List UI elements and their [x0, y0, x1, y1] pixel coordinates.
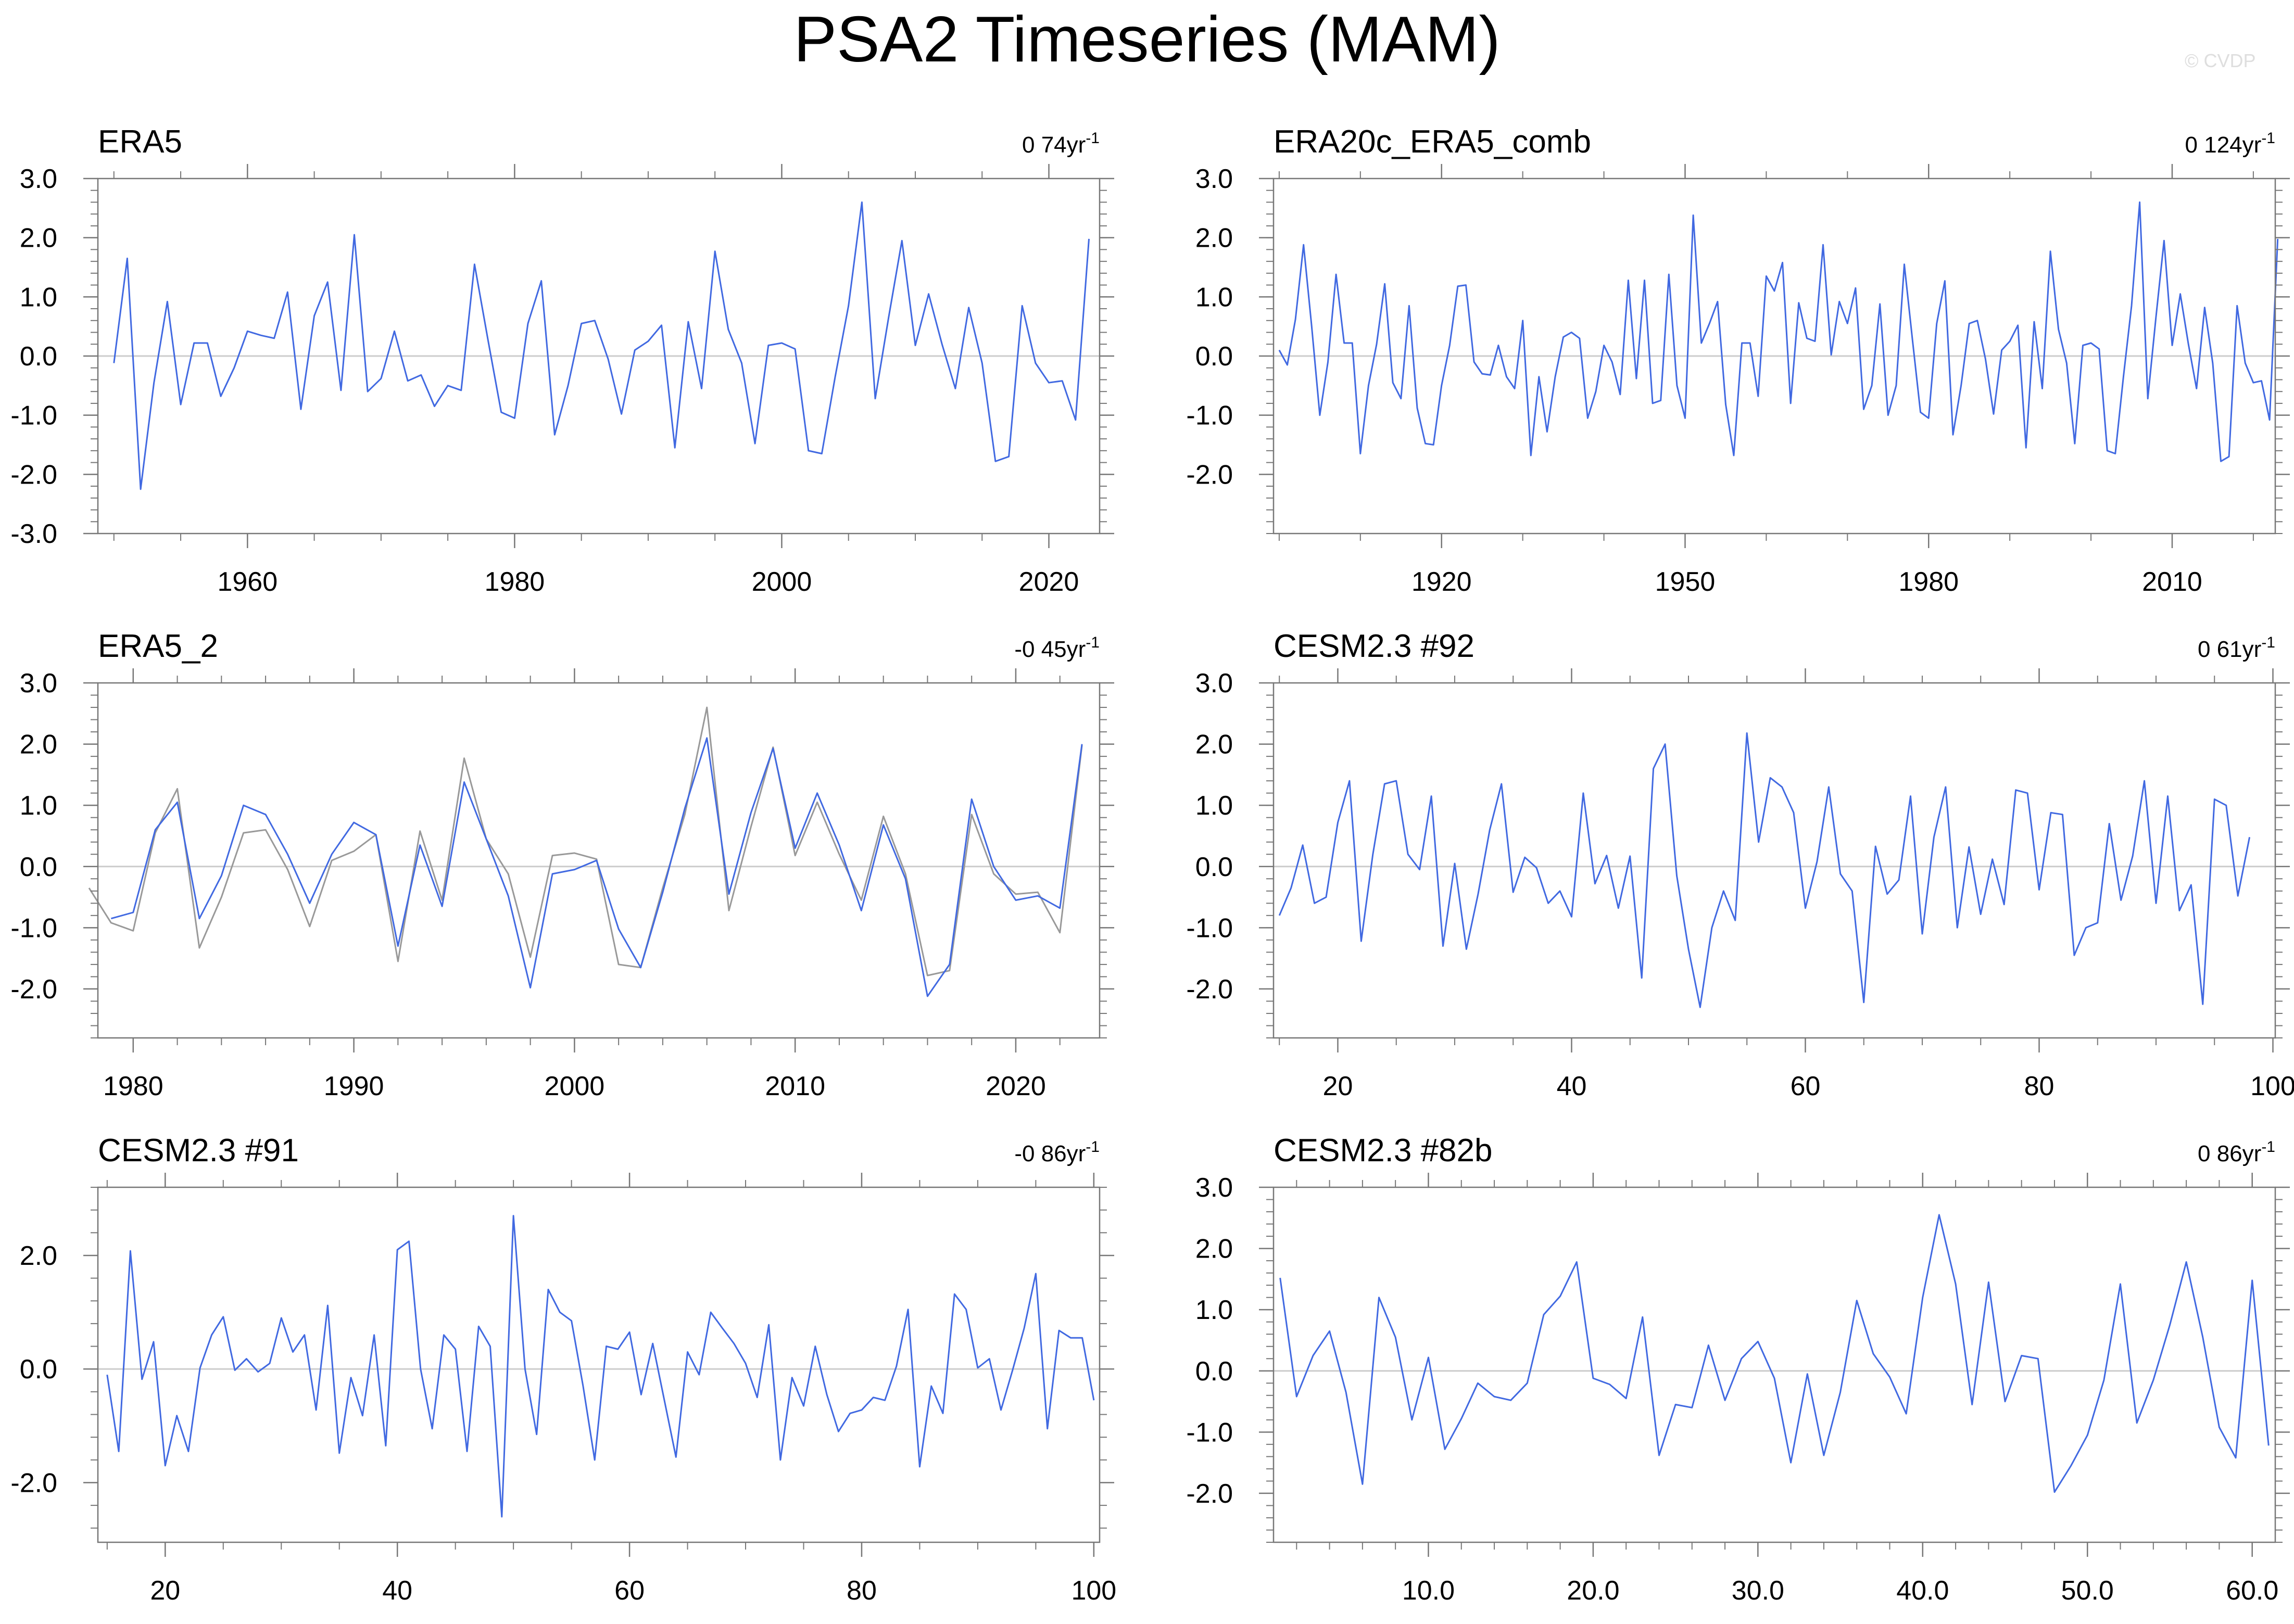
y-tick-label: -2.0: [1186, 974, 1233, 1005]
x-tick-label: 1960: [217, 567, 278, 597]
chart-panel: ERA20c_ERA5_comb 0 124yr-1 1920 1950 1980 201…: [1186, 124, 2290, 597]
x-tick-label: 50.0: [2061, 1576, 2114, 1606]
y-tick-label: -1.0: [10, 401, 57, 431]
panel-title: CESM2.3 #82b: [1274, 1133, 1492, 1169]
y-tick-label: -1.0: [1186, 401, 1233, 431]
plot-frame: [97, 682, 1101, 1039]
y-tick-label: -2.0: [1186, 1479, 1233, 1509]
y-tick-label: -2.0: [10, 1468, 57, 1498]
watermark-logo: © CVDP: [2185, 50, 2256, 71]
x-tick-label: 2000: [752, 567, 812, 597]
y-tick-label: 1.0: [1195, 282, 1233, 312]
x-tick-label: 20: [1323, 1071, 1353, 1101]
y-tick-label: 0.0: [20, 1354, 57, 1385]
y-tick-label: 2.0: [1195, 223, 1233, 253]
y-tick-label: -2.0: [10, 974, 57, 1005]
y-tick-label: 3.0: [1195, 164, 1233, 194]
plot-frame: [97, 1186, 1101, 1543]
y-tick-label: 1.0: [20, 282, 57, 312]
x-tick-label: 40.0: [1896, 1576, 1949, 1606]
series-line: [110, 737, 1083, 997]
x-tick-label: 2020: [986, 1071, 1046, 1101]
series-line: [1278, 732, 2251, 1008]
panel-title: CESM2.3 #91: [98, 1133, 299, 1169]
x-tick-label: 60.0: [2226, 1576, 2278, 1606]
y-tick-label: 1.0: [20, 791, 57, 821]
x-tick-label: 20.0: [1567, 1576, 1619, 1606]
y-tick-label: 2.0: [20, 1241, 57, 1271]
x-tick-label: 30.0: [1732, 1576, 1784, 1606]
chart-panel: ERA5_2 -0 45yr-1 1980 1990 2000 2010 2020 -2.0 -…: [10, 628, 1114, 1101]
trend-label: -0 45yr-1: [1014, 634, 1100, 662]
x-tick-label: 40: [1557, 1071, 1587, 1101]
x-tick-label: 100: [1071, 1576, 1116, 1606]
chart-panel: CESM2.3 #91 -0 86yr-1 20 40 60 80 100 -2.0 0.0 2.…: [10, 1133, 1116, 1606]
x-tick-label: 40: [382, 1576, 412, 1606]
chart-panel: CESM2.3 #92 0 61yr-1 20 40 60 80 100 -2.0 -1.0 0.…: [1186, 628, 2294, 1101]
y-tick-label: -1.0: [1186, 1417, 1233, 1448]
trend-label: -0 86yr-1: [1014, 1138, 1100, 1166]
y-tick-label: 2.0: [1195, 1234, 1233, 1264]
y-tick-label: -1.0: [1186, 913, 1233, 943]
y-tick-label: 3.0: [20, 668, 57, 699]
reference-series-line: [88, 706, 1083, 976]
panel-title: ERA5_2: [98, 628, 218, 664]
y-tick-label: 0.0: [20, 852, 57, 882]
y-tick-label: -2.0: [1186, 460, 1233, 490]
plot-frame: [1272, 682, 2276, 1039]
x-tick-label: 20: [150, 1576, 180, 1606]
x-tick-label: 2000: [545, 1071, 605, 1101]
y-tick-label: 2.0: [1195, 730, 1233, 760]
y-tick-label: 2.0: [20, 223, 57, 253]
panel-title: CESM2.3 #92: [1274, 628, 1474, 664]
x-tick-label: 1980: [485, 567, 545, 597]
y-tick-label: -1.0: [10, 913, 57, 943]
y-tick-label: 0.0: [20, 341, 57, 372]
y-tick-label: 3.0: [1195, 668, 1233, 699]
y-tick-label: -2.0: [10, 460, 57, 490]
x-tick-label: 1990: [324, 1071, 384, 1101]
x-tick-label: 1950: [1655, 567, 1716, 597]
y-tick-label: 1.0: [1195, 1295, 1233, 1325]
x-tick-label: 60: [614, 1576, 645, 1606]
x-tick-label: 2010: [2142, 567, 2202, 597]
series-line: [106, 1215, 1095, 1518]
x-tick-label: 2020: [1019, 567, 1079, 597]
trend-label: 0 124yr-1: [2185, 130, 2275, 158]
y-tick-label: 0.0: [1195, 852, 1233, 882]
x-tick-label: 1980: [1898, 567, 1959, 597]
figure-title: PSA2 Timeseries (MAM): [793, 4, 1501, 75]
panel-title: ERA5: [98, 124, 182, 160]
trend-label: 0 74yr-1: [1022, 130, 1100, 158]
x-tick-label: 80: [2024, 1071, 2054, 1101]
y-tick-label: 2.0: [20, 730, 57, 760]
chart-panel: ERA5 0 74yr-1 1960 1980 2000 2020 -3.0 -2.0 -1.0…: [10, 124, 1114, 597]
x-tick-label: 100: [2250, 1071, 2294, 1101]
y-tick-label: 3.0: [20, 164, 57, 194]
trend-label: 0 86yr-1: [2198, 1138, 2275, 1166]
y-tick-label: 3.0: [1195, 1173, 1233, 1203]
x-tick-label: 60: [1791, 1071, 1821, 1101]
y-tick-label: 0.0: [1195, 1356, 1233, 1387]
y-tick-label: -3.0: [10, 519, 57, 549]
trend-label: 0 61yr-1: [2198, 634, 2275, 662]
x-tick-label: 1980: [103, 1071, 163, 1101]
x-tick-label: 10.0: [1402, 1576, 1455, 1606]
series-line: [1279, 1214, 2270, 1493]
x-tick-label: 80: [847, 1576, 877, 1606]
plot-frame: [1272, 1186, 2276, 1543]
x-tick-label: 2010: [765, 1071, 825, 1101]
chart-panel: CESM2.3 #82b 0 86yr-1 10.0 20.0 30.0 40.0 50.0…: [1186, 1133, 2290, 1606]
y-tick-label: 0.0: [1195, 341, 1233, 372]
series-line: [113, 201, 1090, 490]
series-line: [1278, 201, 2279, 462]
panel-title: ERA20c_ERA5_comb: [1274, 124, 1591, 160]
x-tick-label: 1920: [1411, 567, 1472, 597]
y-tick-label: 1.0: [1195, 791, 1233, 821]
